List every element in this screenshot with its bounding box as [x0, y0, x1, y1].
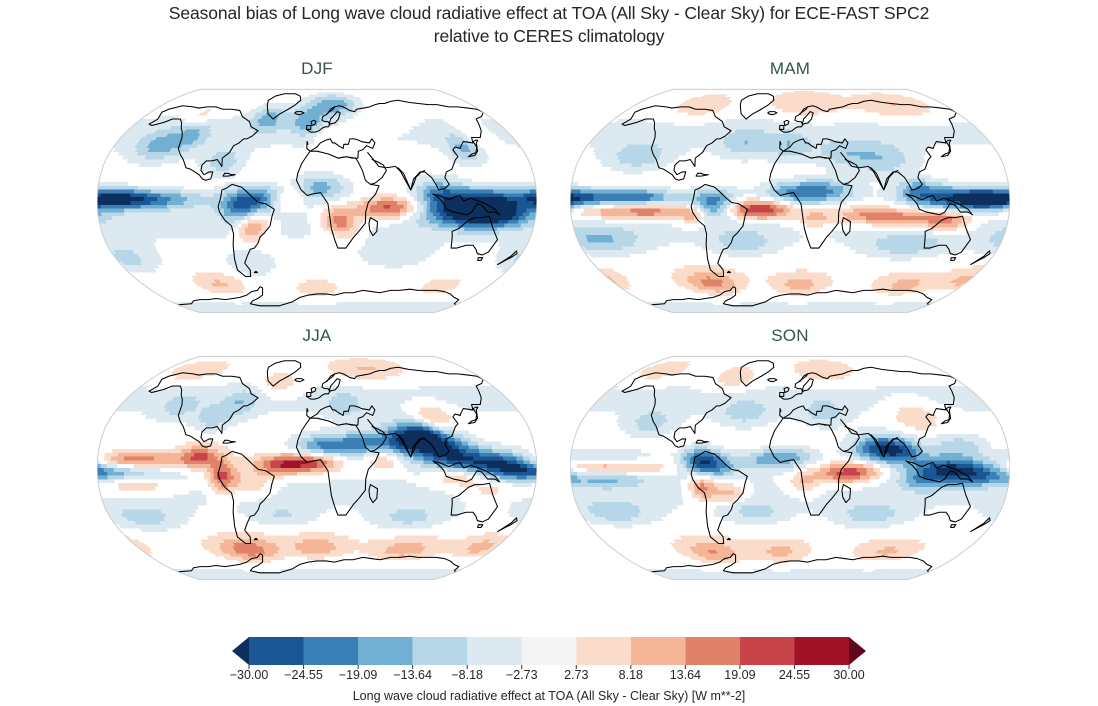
- colorbar-segment: [249, 637, 304, 665]
- map-canvas: [97, 88, 537, 313]
- map-canvas: [570, 88, 1010, 313]
- colorbar-over-arrow: [849, 637, 866, 665]
- colorbar-segment: [794, 637, 850, 665]
- map-outline: [97, 355, 537, 580]
- colorbar-segment: [576, 637, 632, 665]
- colorbar-segment: [303, 637, 359, 665]
- map-outline: [570, 88, 1010, 313]
- colorbar-tick-labels: −30.00 −24.55 −19.09 −13.64 −8.18 −2.73 2.73 8.…: [0, 668, 1098, 686]
- coastlines: [148, 93, 518, 307]
- colorbar-tick-label: 24.55: [778, 668, 811, 682]
- colorbar-segment: [739, 637, 795, 665]
- map-data-layer: [570, 356, 1010, 580]
- panel-title-jja: JJA: [302, 326, 332, 345]
- colorbar-svg: [232, 637, 866, 669]
- colorbar-tick-label: 13.64: [669, 668, 701, 682]
- colorbar-tick-label: −13.64: [393, 668, 432, 682]
- colorbar-under-arrow: [232, 637, 249, 665]
- map-panel-jja: JJA: [97, 326, 537, 580]
- colorbar-tick-label: −19.09: [338, 668, 378, 682]
- coastlines: [148, 360, 518, 574]
- map-canvas: [97, 355, 537, 580]
- colorbar-segment: [358, 637, 414, 665]
- figure-suptitle: Seasonal bias of Long wave cloud radiati…: [168, 3, 930, 46]
- colorbar-segment: [412, 637, 468, 665]
- colorbar-segment: [685, 637, 741, 665]
- colorbar-tick-label: −24.55: [284, 668, 323, 682]
- map-panel-mam: MAM: [570, 59, 1010, 313]
- colorbar-tick-label: −8.18: [451, 668, 483, 682]
- map-canvas: [570, 355, 1010, 580]
- colorbar-gradient: [232, 632, 866, 669]
- coastlines: [621, 360, 991, 574]
- colorbar-tick-label: 2.73: [564, 668, 589, 682]
- colorbar-tick-label: −2.73: [505, 668, 538, 682]
- panel-title-son: SON: [771, 326, 809, 345]
- map-panel-djf: DJF: [97, 59, 537, 313]
- colorbar-segment: [467, 637, 523, 665]
- panel-title-mam: MAM: [769, 59, 811, 78]
- coastlines: [621, 93, 991, 307]
- map-data-layer: [97, 356, 537, 580]
- colorbar-tick-label: 8.18: [618, 668, 643, 682]
- colorbar-tick-label: −30.00: [229, 668, 269, 682]
- colorbar-tick-label: 19.09: [724, 668, 756, 682]
- colorbar-tick-label: 30.00: [833, 668, 865, 682]
- map-data-layer: [97, 89, 537, 313]
- panel-title-djf: DJF: [301, 59, 333, 78]
- map-outline: [97, 88, 537, 313]
- colorbar-segment: [521, 637, 577, 665]
- colorbar-caption: Long wave cloud radiative effect at TOA …: [352, 689, 746, 703]
- map-outline: [570, 355, 1010, 580]
- colorbar: −30.00 −24.55 −19.09 −13.64 −8.18 −2.73 2.73 8.…: [0, 632, 1098, 703]
- map-panel-son: SON: [570, 326, 1010, 580]
- map-data-layer: [570, 89, 1010, 313]
- colorbar-segment: [630, 637, 686, 665]
